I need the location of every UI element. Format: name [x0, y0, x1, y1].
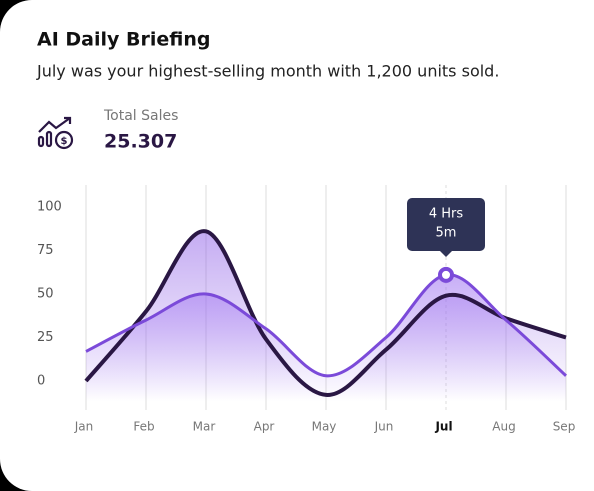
- y-tick-label: 100: [37, 200, 62, 215]
- series-line: [85, 273, 568, 378]
- y-tick-label: 50: [37, 287, 54, 302]
- tooltip-tail: [440, 251, 452, 257]
- series-area: [86, 274, 566, 401]
- x-tick-label: Jun: [374, 420, 394, 434]
- sales-icon: $: [37, 116, 74, 150]
- series-line: [84, 229, 567, 397]
- y-tick-label: 25: [37, 330, 54, 345]
- x-tick-label: May: [312, 420, 337, 434]
- tooltip-text: 5m: [436, 226, 457, 241]
- x-tick-label: Mar: [193, 420, 216, 434]
- stat-value: 25.307: [104, 131, 177, 153]
- svg-text:$: $: [61, 136, 68, 147]
- title: AI Daily Briefing: [37, 29, 210, 51]
- y-tick-label: 0: [37, 374, 45, 389]
- highlight-point: [438, 266, 454, 283]
- x-tick-label: Feb: [133, 420, 154, 434]
- x-tick-label: Jan: [74, 420, 94, 434]
- y-tick-label: 75: [37, 243, 54, 258]
- subtitle: July was your highest-selling month with…: [36, 62, 499, 81]
- tooltip-text: 4 Hrs: [429, 207, 464, 222]
- x-tick-label: Apr: [254, 420, 275, 434]
- tooltip: [407, 198, 485, 251]
- stat-label: Total Sales: [103, 108, 178, 124]
- x-tick-label: Aug: [492, 420, 515, 434]
- x-tick-label: Sep: [553, 420, 576, 434]
- x-tick-label: Jul: [434, 420, 452, 434]
